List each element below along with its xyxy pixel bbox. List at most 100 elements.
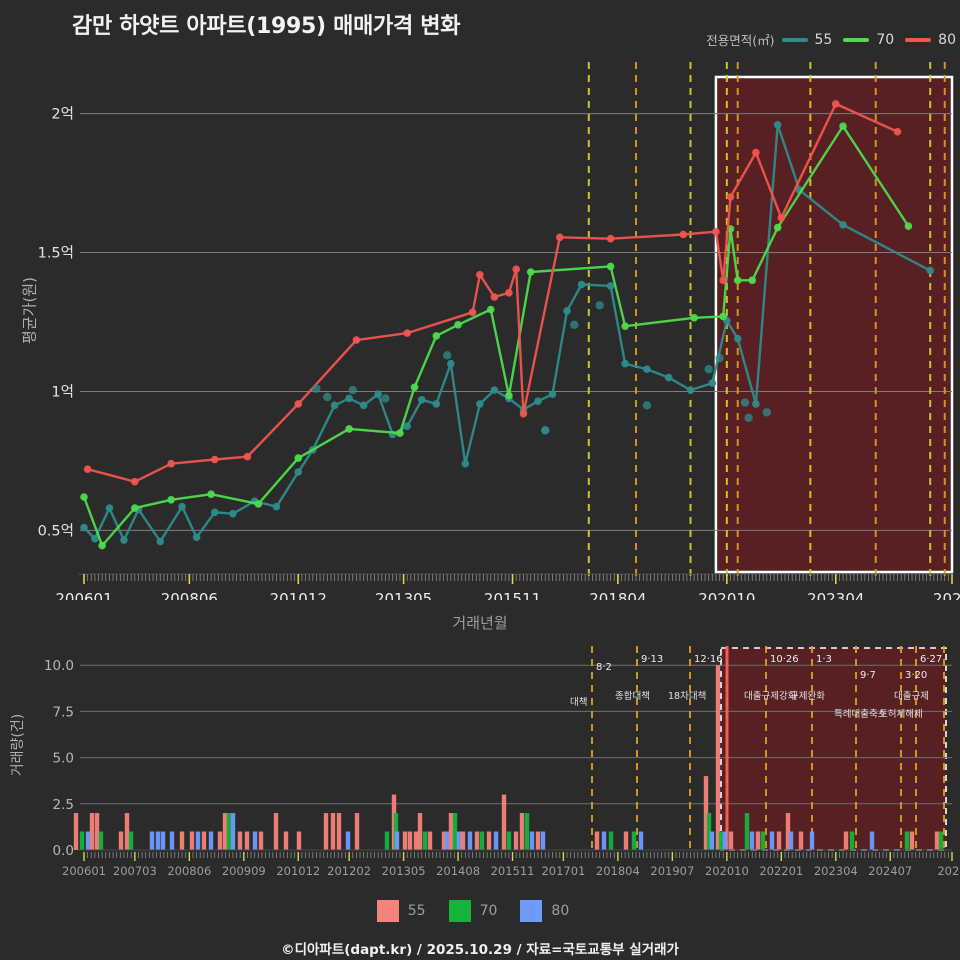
legend-bottom-swatch-80 xyxy=(520,900,543,922)
data-point-80 xyxy=(505,289,513,297)
volume-bar-55 xyxy=(89,813,95,850)
volume-bar-55 xyxy=(417,813,423,850)
legend-bottom-item-55[interactable]: 55 xyxy=(407,903,426,919)
volume-xtick-label: 201701 xyxy=(541,864,585,878)
volume-bar-55 xyxy=(283,831,289,850)
data-point-55 xyxy=(476,400,484,408)
volume-ytick-label: 5.0 xyxy=(53,751,74,767)
volume-bar-55 xyxy=(237,831,243,850)
data-point-80 xyxy=(352,336,361,344)
volume-bar-70 xyxy=(849,831,855,850)
data-point-55 xyxy=(330,401,339,410)
volume-bar-55 xyxy=(513,831,519,850)
data-point-55 xyxy=(563,307,571,315)
data-point-80 xyxy=(893,127,902,136)
legend-top-swatch-55 xyxy=(781,37,808,42)
volume-bar-80 xyxy=(749,831,755,850)
volume-bar-70 xyxy=(718,831,724,850)
legend-top-label: 전용면적(㎡) xyxy=(706,33,775,48)
data-point-55 xyxy=(323,392,332,402)
data-point-55 xyxy=(80,523,88,532)
data-point-55 xyxy=(752,400,760,408)
data-point-70 xyxy=(207,490,215,499)
volume-bar-55 xyxy=(486,831,492,850)
volume-xtick-label: 200703 xyxy=(113,864,157,878)
data-point-80 xyxy=(555,233,564,242)
xtick-label: 201305 xyxy=(375,590,432,600)
data-point-55 xyxy=(312,384,321,393)
data-point-80 xyxy=(294,400,303,408)
data-point-80 xyxy=(476,270,484,279)
data-point-80 xyxy=(606,234,615,243)
data-point-70 xyxy=(606,262,615,271)
data-point-80 xyxy=(777,214,786,222)
volume-bar-70 xyxy=(760,831,766,850)
volume-bar-70 xyxy=(226,813,232,850)
xtick-label: 201511 xyxy=(484,590,541,600)
volume-bar-55 xyxy=(728,831,734,850)
data-point-70 xyxy=(839,122,847,130)
page-title: 감만 하얏트 아파트(1995) 매매가격 변화 xyxy=(72,14,461,39)
volume-bar-80 xyxy=(529,831,535,850)
volume-bar-80 xyxy=(195,831,201,850)
volume-xtick-label: 202407 xyxy=(868,864,912,878)
data-point-55 xyxy=(374,390,382,399)
volume-bar-70 xyxy=(479,831,485,850)
volume-bar-55 xyxy=(798,831,804,850)
data-point-55 xyxy=(595,301,604,310)
legend-bottom-item-70[interactable]: 70 xyxy=(479,903,498,919)
volume-xtick-label: 202201 xyxy=(759,864,803,878)
volume-bar-70 xyxy=(79,831,85,850)
volume-bar-55 xyxy=(441,831,447,850)
volume-bar-80 xyxy=(769,831,775,850)
legend-top-item-70[interactable]: 70 xyxy=(876,31,895,48)
volume-xtick-label: 200806 xyxy=(167,864,211,878)
legend-bottom: 55 70 80 xyxy=(0,900,960,922)
data-point-80 xyxy=(131,477,139,486)
ytick-label: 0.5억 xyxy=(38,522,74,539)
volume-bar-55 xyxy=(323,813,329,850)
legend-top-item-55[interactable]: 55 xyxy=(814,31,833,48)
data-point-55 xyxy=(715,353,724,363)
volume-bar-80 xyxy=(208,831,214,850)
data-point-55 xyxy=(541,426,550,435)
legend-bottom-swatch-55 xyxy=(376,900,399,922)
volume-bar-70 xyxy=(744,813,750,850)
volume-bar-55 xyxy=(785,813,791,850)
legend-top-item-80[interactable]: 80 xyxy=(938,31,956,48)
data-point-55 xyxy=(534,397,542,405)
volume-bar-80 xyxy=(230,813,236,850)
data-point-70 xyxy=(773,223,782,232)
volume-bar-70 xyxy=(524,813,530,850)
legend-bottom-item-80[interactable]: 80 xyxy=(551,903,570,919)
volume-xtick-label: 200601 xyxy=(62,864,106,878)
volume-bar-55 xyxy=(402,831,408,850)
data-point-80 xyxy=(679,230,688,239)
data-point-55 xyxy=(359,401,368,410)
volume-bar-80 xyxy=(149,831,155,850)
data-point-55 xyxy=(294,468,303,476)
volume-ytick-label: 0.0 xyxy=(53,843,74,859)
data-point-55 xyxy=(490,386,499,394)
volume-xtick-label: 201305 xyxy=(382,864,426,878)
volume-bar-55 xyxy=(703,776,709,850)
volume-xtick-label: 202010 xyxy=(705,864,749,878)
data-point-55 xyxy=(105,504,114,512)
ytick-label: 1.5억 xyxy=(38,245,74,262)
volume-bar-55 xyxy=(843,831,849,850)
volume-bar-55 xyxy=(623,831,629,850)
data-point-55 xyxy=(762,408,771,417)
volume-xtick-label: 202304 xyxy=(814,864,858,878)
data-point-55 xyxy=(577,280,586,289)
volume-bar-55 xyxy=(179,831,185,850)
data-point-70 xyxy=(719,312,727,321)
data-point-80 xyxy=(519,409,528,418)
data-point-80 xyxy=(752,148,760,157)
volume-bar-80 xyxy=(467,831,473,850)
ytick-label: 2억 xyxy=(51,106,74,123)
data-point-55 xyxy=(708,379,717,387)
volume-bar-80 xyxy=(252,831,258,850)
volume-bar-55 xyxy=(474,831,480,850)
data-point-70 xyxy=(904,222,913,230)
data-point-55 xyxy=(381,394,390,403)
